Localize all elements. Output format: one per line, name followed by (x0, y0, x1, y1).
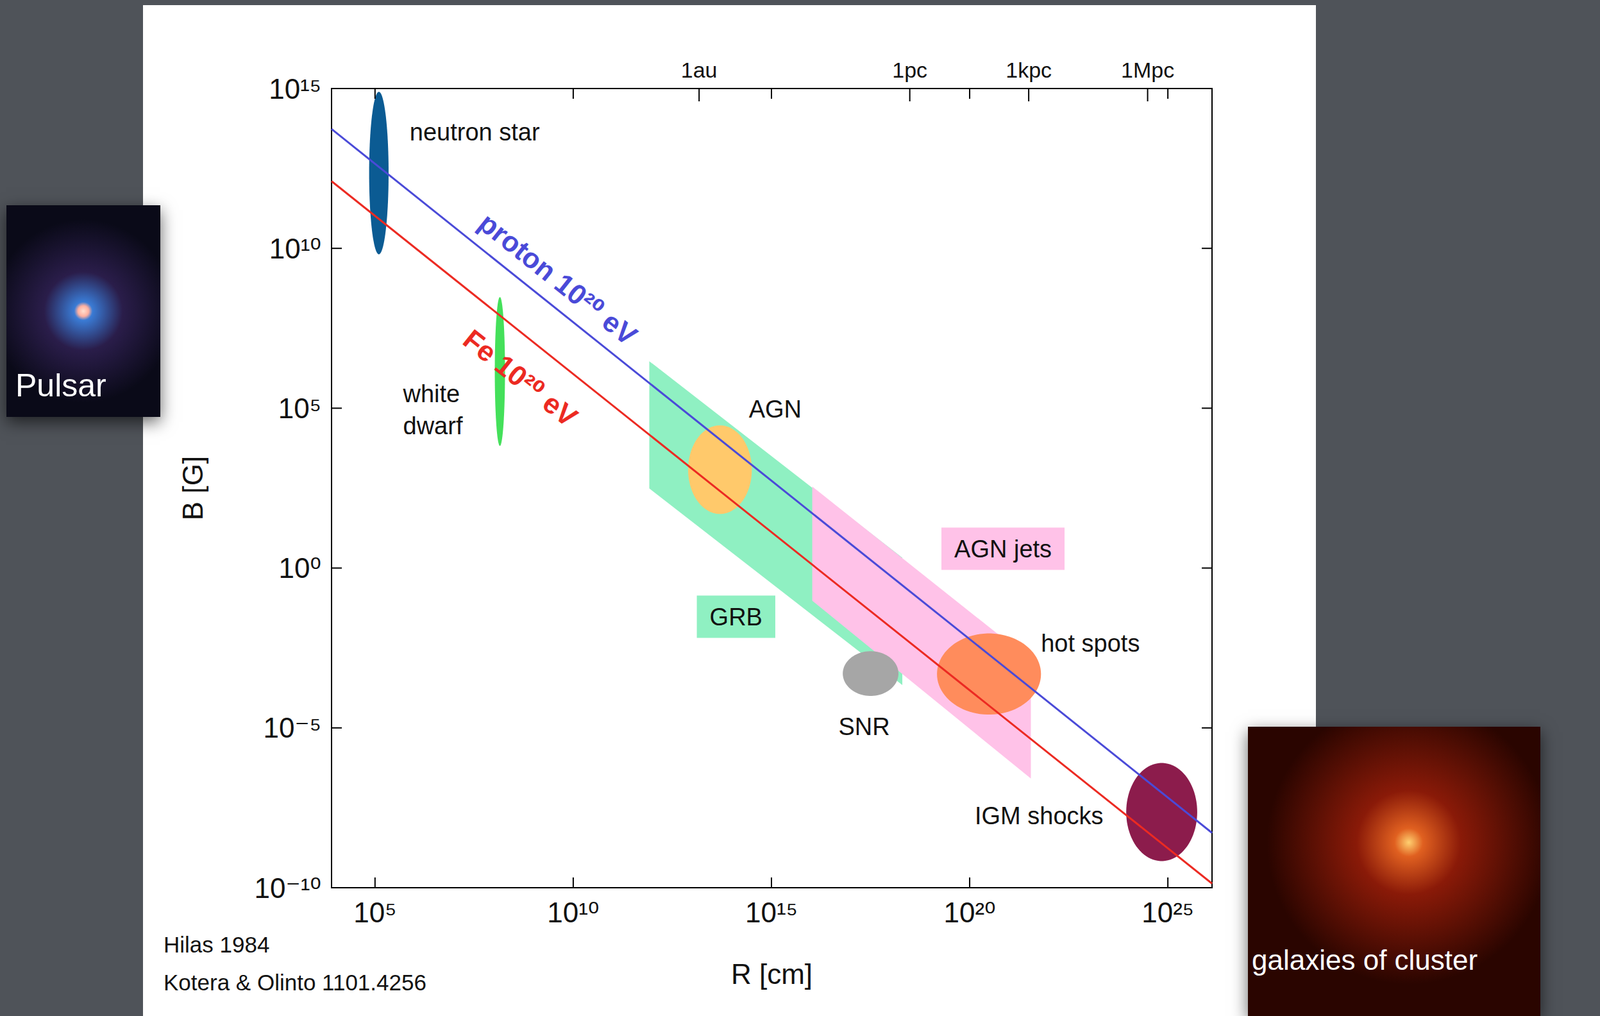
svg-text:10²⁰: 10²⁰ (943, 896, 996, 928)
html-text:galaxies of cluster: galaxies of cluster (1251, 943, 1478, 976)
svg-text:10⁻⁵: 10⁻⁵ (263, 711, 322, 744)
svg-text:10⁻¹⁰: 10⁻¹⁰ (254, 872, 322, 904)
svg-text:B [G]: B [G] (176, 455, 209, 521)
html-text:Pulsar: Pulsar (15, 367, 107, 404)
svg-text:10²⁵: 10²⁵ (1141, 896, 1195, 928)
svg-text:10⁵: 10⁵ (353, 896, 397, 928)
svg-text:10¹⁵: 10¹⁵ (268, 73, 322, 105)
svg-text:10⁵: 10⁵ (278, 392, 322, 424)
svg-text:AGN jets: AGN jets (954, 535, 1052, 563)
svg-text:10⁰: 10⁰ (278, 552, 322, 584)
svg-text:IGM shocks: IGM shocks (974, 802, 1104, 830)
svg-text:SNR: SNR (838, 713, 891, 741)
svg-text:Hilas 1984: Hilas 1984 (163, 931, 270, 957)
svg-text:10¹⁰: 10¹⁰ (269, 232, 322, 265)
svg-text:1Mpc: 1Mpc (1120, 57, 1175, 83)
svg-text:Kotera & Olinto 1101.4256: Kotera & Olinto 1101.4256 (163, 969, 427, 995)
svg-text:10¹⁰: 10¹⁰ (547, 896, 599, 928)
svg-text:1au: 1au (681, 57, 718, 83)
svg-text:proton 10²⁰ eV: proton 10²⁰ eV (473, 206, 644, 352)
svg-text:hot spots: hot spots (1040, 629, 1140, 657)
svg-text:10¹⁵: 10¹⁵ (745, 896, 798, 928)
svg-text:GRB: GRB (709, 603, 763, 631)
svg-text:white: white (402, 380, 461, 408)
svg-text:1pc: 1pc (892, 57, 928, 83)
svg-text:dwarf: dwarf (403, 412, 464, 440)
svg-text:1kpc: 1kpc (1005, 57, 1052, 83)
svg-text:AGN: AGN (749, 395, 802, 423)
svg-text:Fe 10²⁰ eV: Fe 10²⁰ eV (457, 323, 584, 433)
svg-text:neutron star: neutron star (409, 118, 540, 146)
svg-text:R [cm]: R [cm] (731, 958, 813, 990)
